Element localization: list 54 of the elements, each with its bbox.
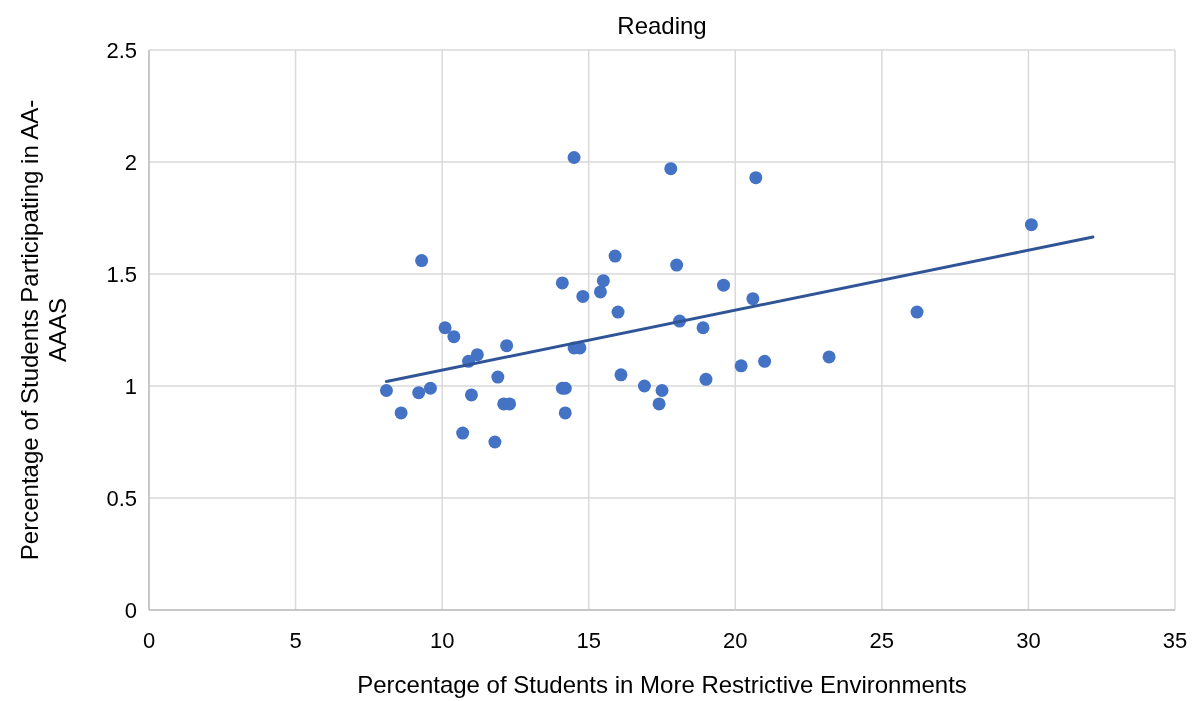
point <box>746 292 760 306</box>
point <box>758 354 772 368</box>
point <box>558 406 572 420</box>
point <box>655 383 669 397</box>
point <box>822 350 836 364</box>
x-tick-label: 35 <box>1162 628 1188 653</box>
point <box>447 330 461 344</box>
point <box>488 435 502 449</box>
chart-title: Reading <box>617 12 707 39</box>
point <box>664 162 678 176</box>
point <box>717 278 731 292</box>
point <box>749 171 763 185</box>
x-tick-label: 0 <box>142 628 156 653</box>
point <box>464 388 478 402</box>
x-axis-title: Percentage of Students in More Restrictive Environments <box>357 671 967 698</box>
point <box>456 426 470 440</box>
x-tick-label: 20 <box>723 628 748 653</box>
y-tick-label: 1.5 <box>106 262 137 287</box>
point <box>555 276 569 290</box>
point <box>1024 218 1038 232</box>
point <box>491 370 505 384</box>
x-tick-label: 10 <box>429 628 455 653</box>
point <box>567 151 581 165</box>
point <box>438 321 452 335</box>
point <box>734 359 748 373</box>
point <box>596 274 610 288</box>
point <box>696 321 710 335</box>
x-tick-label: 15 <box>576 628 601 653</box>
point <box>652 397 666 411</box>
point <box>637 379 651 393</box>
y-axis-title: Percentage of Students Participating in AA-AAAS <box>16 99 71 561</box>
point <box>611 305 625 319</box>
point <box>576 289 590 303</box>
y-tick-label: 2.5 <box>106 38 137 63</box>
point <box>699 372 713 386</box>
y-tick-label: 1 <box>124 374 137 399</box>
point <box>593 285 607 299</box>
point <box>910 305 924 319</box>
point <box>379 383 393 397</box>
y-tick-label: 0 <box>124 598 137 623</box>
x-tick-label: 5 <box>289 628 302 653</box>
point <box>608 249 622 263</box>
point <box>500 339 514 353</box>
point <box>670 258 684 272</box>
point <box>614 368 628 382</box>
point <box>412 386 426 400</box>
x-tick-label: 25 <box>869 628 895 653</box>
x-tick-label: 30 <box>1016 628 1041 653</box>
point <box>470 348 484 362</box>
y-tick-label: 2 <box>124 150 137 175</box>
y-tick-label: 0.5 <box>106 486 137 511</box>
point <box>423 381 437 395</box>
point <box>415 254 429 268</box>
point <box>394 406 408 420</box>
